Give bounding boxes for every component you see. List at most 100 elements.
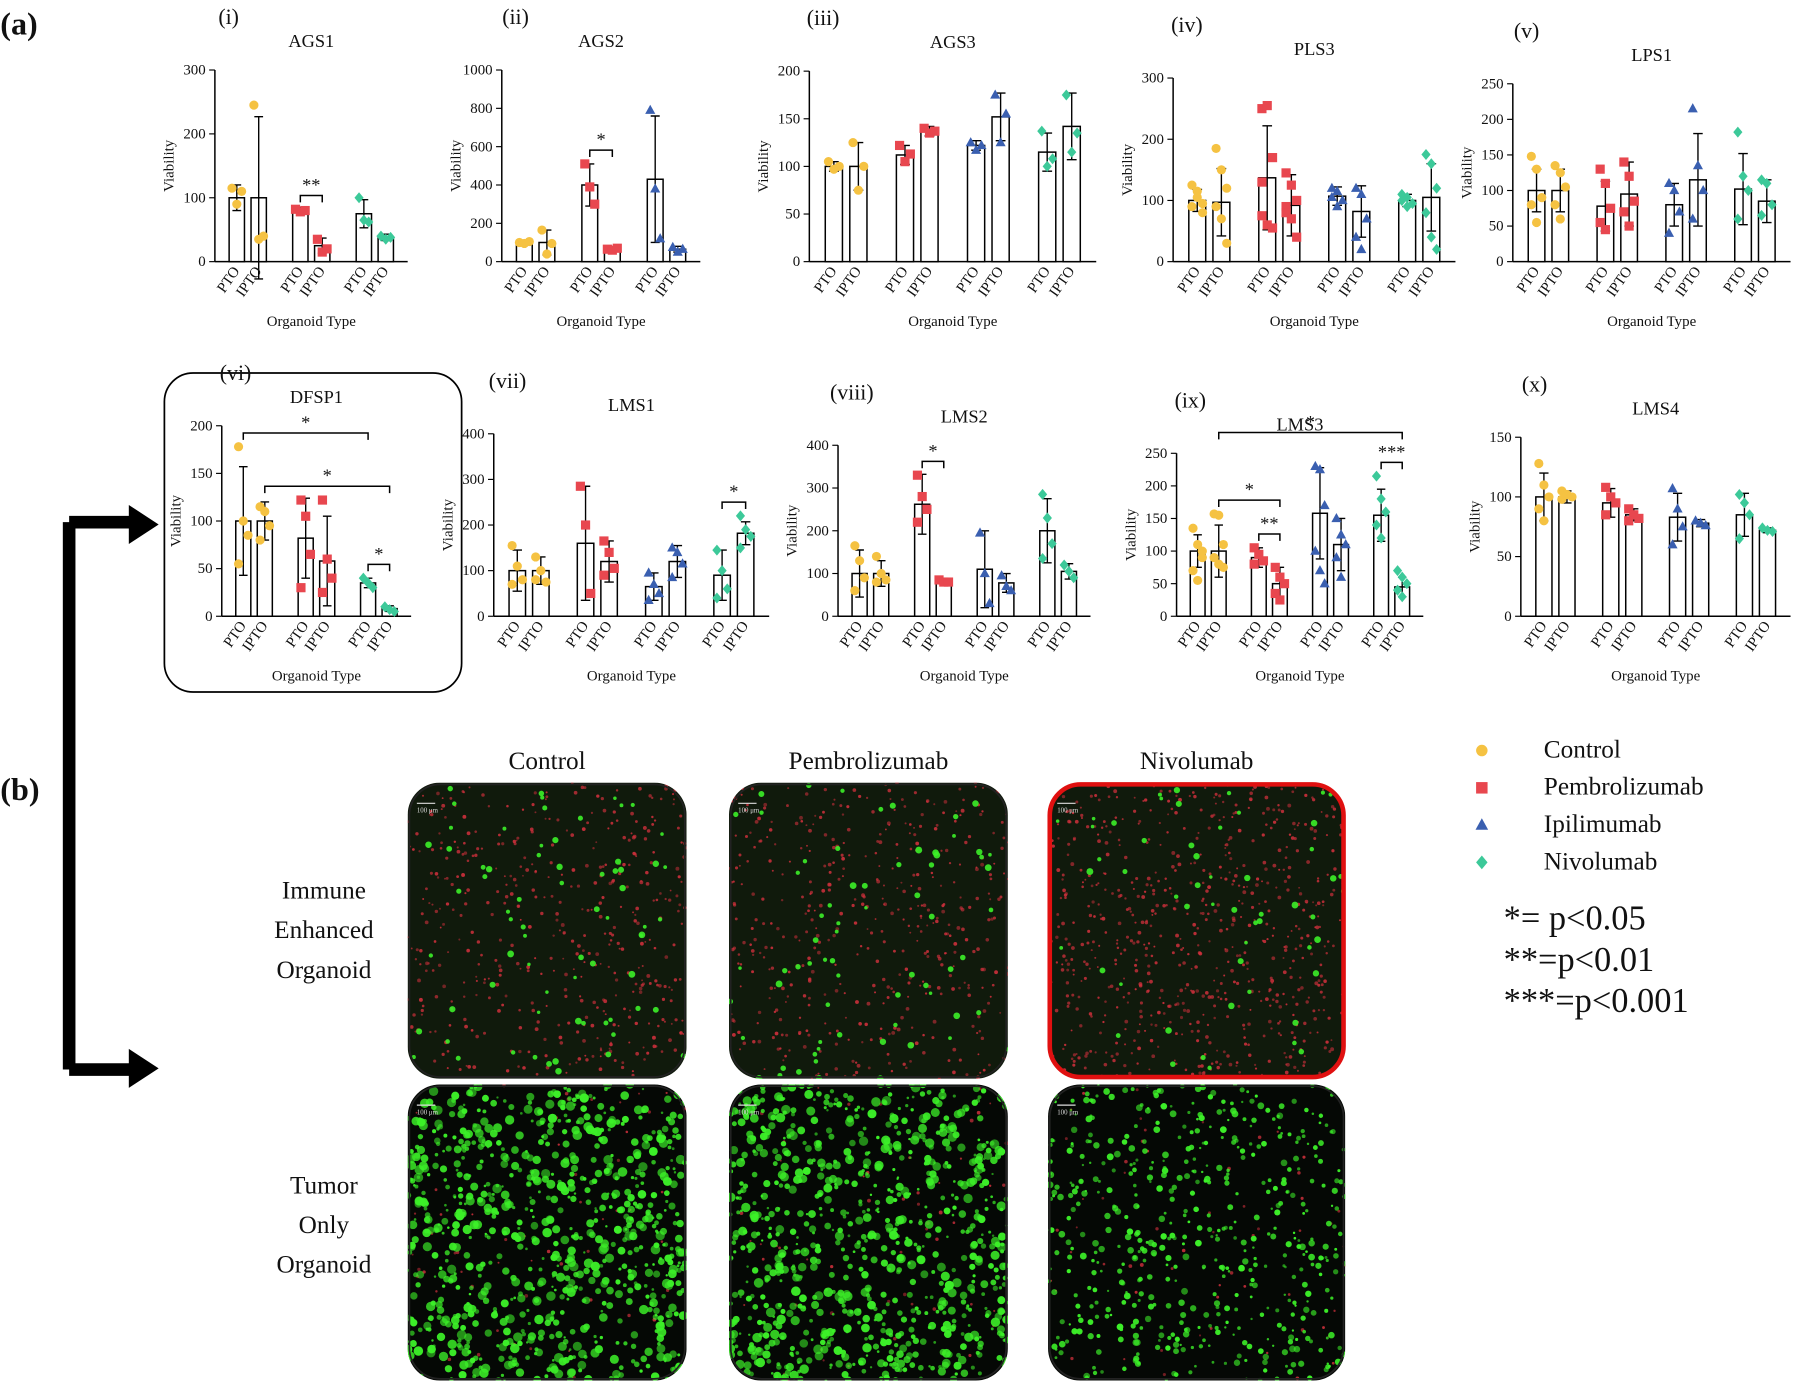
speckle (1231, 883, 1234, 886)
speckle (645, 1141, 648, 1144)
speckle (460, 1148, 463, 1151)
speckle (939, 1211, 943, 1215)
speckle (1186, 1009, 1190, 1013)
speckle (908, 925, 910, 927)
speckle (528, 925, 532, 929)
speckle (751, 787, 754, 790)
speckle (960, 1229, 965, 1234)
speckle (1177, 995, 1179, 997)
speckle (1056, 961, 1058, 963)
speckle (887, 789, 891, 793)
speckle (490, 982, 496, 988)
speckle (635, 907, 639, 911)
micrograph (727, 781, 1009, 1082)
speckle (1202, 1014, 1204, 1016)
speckle (627, 1194, 634, 1201)
speckle (1071, 994, 1074, 997)
speckle (556, 818, 559, 821)
speckle (854, 1108, 858, 1112)
speckle (1250, 1318, 1252, 1320)
speckle (653, 1307, 660, 1314)
speckle (868, 1066, 871, 1069)
speckle (906, 1007, 910, 1011)
speckle (1056, 913, 1059, 916)
row-label: Tumor (290, 1172, 358, 1199)
speckle (784, 1246, 788, 1250)
speckle (832, 1313, 835, 1316)
speckle (629, 1009, 631, 1011)
x-tick-label: IPTO (720, 618, 752, 654)
speckle (761, 1239, 763, 1241)
speckle (1323, 1009, 1325, 1011)
speckle (796, 1069, 802, 1075)
bar (1626, 515, 1642, 616)
speckle (1249, 1142, 1252, 1145)
legend-label: Control (1544, 736, 1621, 763)
speckle (1332, 889, 1335, 892)
speckle (651, 823, 654, 826)
speckle (1062, 795, 1065, 798)
speckle (769, 828, 773, 832)
speckle (889, 1349, 894, 1354)
speckle (1173, 1342, 1179, 1348)
legend-label: Pembrolizumab (1544, 774, 1704, 801)
speckle (411, 948, 413, 950)
speckle (987, 1002, 990, 1005)
speckle (803, 994, 806, 997)
speckle (805, 824, 807, 826)
y-tick-label: 0 (1156, 254, 1163, 270)
speckle (740, 1189, 744, 1193)
speckle (1242, 1024, 1245, 1027)
speckle (437, 876, 439, 878)
speckle (608, 1116, 616, 1124)
speckle (1103, 1088, 1110, 1095)
speckle (474, 830, 477, 833)
speckle (568, 1355, 573, 1360)
speckle (1072, 921, 1075, 924)
speckle (531, 1119, 534, 1122)
speckle (1281, 1159, 1288, 1166)
speckle (557, 1100, 565, 1108)
speckle (452, 908, 455, 911)
speckle (846, 1115, 853, 1122)
point (1271, 563, 1280, 572)
speckle (674, 1171, 676, 1173)
speckle (1224, 1305, 1230, 1311)
speckle (737, 1351, 743, 1357)
speckle (1102, 1021, 1104, 1023)
speckle (827, 939, 830, 942)
speckle (445, 1250, 450, 1255)
speckle (771, 967, 774, 970)
speckle (1196, 1020, 1200, 1024)
speckle (847, 828, 851, 832)
speckle (1317, 877, 1319, 879)
speckle (978, 1053, 980, 1055)
speckle (1228, 1270, 1231, 1273)
speckle (924, 1159, 930, 1165)
point (518, 575, 527, 584)
speckle (449, 1111, 455, 1117)
speckle (422, 795, 424, 797)
speckle (1207, 1024, 1209, 1026)
speckle (925, 1232, 931, 1238)
speckle (1193, 853, 1199, 859)
speckle (545, 1320, 551, 1326)
speckle (618, 1267, 621, 1270)
speckle (555, 919, 558, 922)
speckle (1096, 1334, 1100, 1338)
speckle (438, 832, 440, 834)
speckle (527, 1182, 531, 1186)
speckle (809, 880, 812, 883)
speckle (968, 906, 971, 909)
speckle (802, 1141, 806, 1145)
speckle (1268, 1020, 1272, 1024)
speckle (1286, 1063, 1290, 1067)
speckle (477, 1197, 483, 1203)
speckle (1238, 958, 1244, 964)
speckle (888, 1092, 892, 1096)
speckle (1105, 825, 1107, 827)
speckle (645, 1295, 649, 1299)
speckle (616, 789, 618, 791)
speckle (907, 996, 909, 998)
speckle (546, 1005, 548, 1007)
